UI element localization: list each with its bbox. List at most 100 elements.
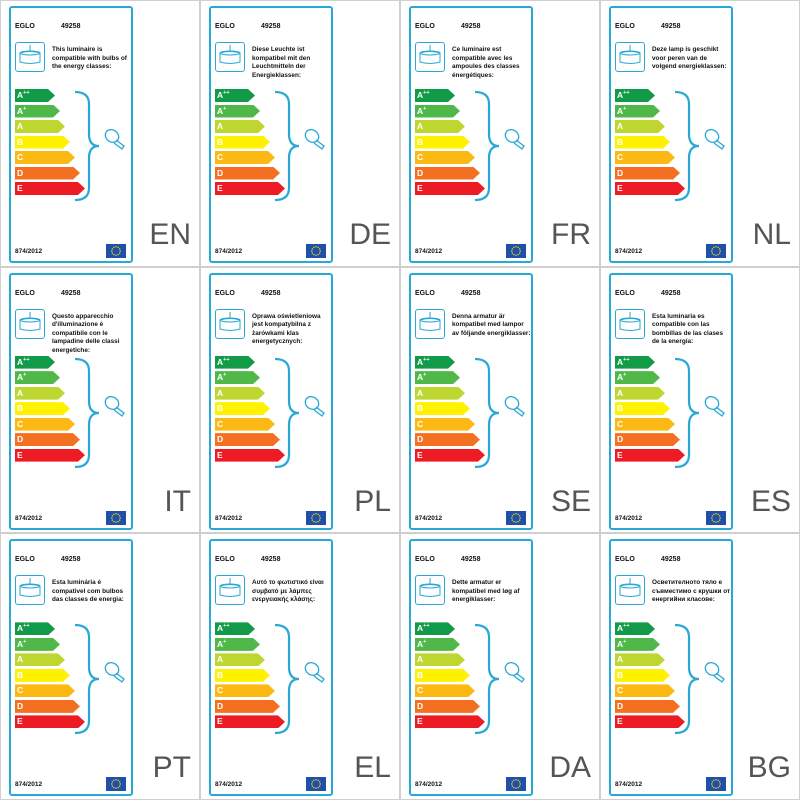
energy-class-bar: B (615, 402, 670, 416)
curly-brace-icon (71, 623, 101, 740)
energy-class-letter: D (417, 167, 424, 178)
language-code: EN (149, 218, 191, 251)
energy-class-bar: A+ (215, 104, 260, 118)
energy-class-bar: C (215, 417, 275, 431)
lamp-icon (215, 308, 245, 339)
energy-class-plus: ++ (223, 90, 230, 96)
energy-class-bar: A++ (15, 89, 55, 102)
curly-brace-icon (671, 90, 701, 207)
energy-class-letter: B (217, 136, 224, 147)
energy-label-card: EGLO 49258 Ce luminaire est compatible ave… (409, 6, 533, 263)
energy-class-scale: A++ A+ A B C D E (415, 355, 485, 465)
label-cell-de: EGLO 49258 Diese Leuchte ist kompatibel mi… (201, 1, 399, 266)
bulb-icon (502, 658, 530, 689)
energy-class-letter: A (217, 623, 224, 634)
brand-name: EGLO (15, 556, 35, 564)
energy-class-plus: ++ (423, 623, 430, 630)
energy-class-bar: C (15, 151, 75, 164)
energy-class-letter: A (417, 638, 424, 649)
energy-class-bar: B (415, 135, 470, 149)
energy-class-letter: A (617, 638, 624, 649)
bulb-icon (102, 125, 130, 156)
energy-class-letter: C (417, 152, 424, 162)
energy-class-bar: C (415, 151, 475, 164)
regulation-number: 874/2012 (615, 248, 643, 255)
energy-class-letter: E (417, 716, 423, 727)
energy-class-letter: D (617, 700, 624, 711)
lamp-icon (15, 575, 45, 606)
energy-class-bar: B (215, 135, 270, 149)
energy-class-letter: A (417, 654, 424, 665)
language-code: DA (549, 751, 591, 785)
language-code: ES (750, 484, 791, 518)
energy-class-letter: E (17, 449, 23, 460)
energy-class-letter: E (17, 716, 23, 727)
curly-brace-icon (71, 357, 101, 474)
energy-label-card: EGLO 49258 Осветителното тяло е съвместимо… (609, 539, 733, 797)
language-code: FR (551, 218, 591, 251)
energy-class-bar: A (415, 386, 465, 400)
energy-class-letter: A (217, 638, 224, 649)
energy-class-bar: A+ (15, 104, 60, 118)
energy-class-plus: + (223, 372, 227, 379)
energy-class-bar: B (15, 135, 70, 149)
energy-class-bar: D (15, 433, 80, 447)
brand-name: EGLO (615, 23, 635, 30)
energy-class-letter: B (417, 403, 424, 414)
energy-class-bar: E (615, 182, 685, 195)
energy-class-bar: B (15, 668, 70, 682)
energy-class-bar: A++ (615, 89, 655, 102)
energy-class-bar: A+ (615, 104, 660, 118)
energy-class-letter: B (417, 136, 424, 147)
bulb-icon (502, 125, 530, 156)
label-cell-fr: EGLO 49258 Ce luminaire est compatible ave… (401, 1, 599, 266)
energy-class-plus: + (23, 105, 27, 112)
compatibility-text: Oprawa oświetleniowa jest kompatybilna z… (252, 312, 321, 346)
energy-label-card: EGLO 49258 Denna armatur är kompatibel med… (409, 272, 533, 530)
energy-class-letter: D (217, 700, 224, 711)
energy-label-card: EGLO 49258 Deze lamp is geschikt voor pere… (609, 6, 733, 263)
energy-class-letter: E (617, 716, 623, 727)
energy-class-letter: B (17, 669, 24, 680)
label-cell-nl: EGLO 49258 Deze lamp is geschikt voor pere… (601, 1, 799, 266)
brand-name: EGLO (215, 556, 235, 564)
curly-brace-icon (671, 357, 701, 474)
energy-class-bar: A++ (215, 355, 255, 369)
energy-class-bar: A++ (415, 89, 455, 102)
bulb-icon (302, 392, 330, 423)
compatibility-text: Denna armatur är kompatibel med lampor a… (452, 312, 531, 337)
energy-class-letter: D (217, 167, 224, 178)
regulation-number: 874/2012 (415, 781, 443, 789)
energy-class-plus: + (423, 372, 427, 379)
model-number: 49258 (61, 556, 81, 564)
energy-class-plus: ++ (623, 623, 630, 630)
language-code: EL (354, 751, 391, 785)
energy-class-letter: A (617, 121, 624, 131)
curly-brace-icon (471, 623, 501, 740)
energy-class-letter: A (617, 387, 624, 398)
energy-class-bar: B (615, 668, 670, 682)
compatibility-text: Esta luminária é compativel com bulbos d… (52, 579, 124, 604)
model-number: 49258 (261, 23, 281, 30)
energy-class-bar: A+ (215, 371, 260, 385)
brand-name: EGLO (15, 289, 35, 297)
lamp-icon (215, 42, 245, 72)
energy-class-letter: A (617, 623, 624, 634)
energy-class-letter: A (417, 121, 424, 131)
energy-class-bar: A+ (15, 637, 60, 651)
energy-class-plus: ++ (423, 90, 430, 96)
eu-flag-icon (306, 244, 326, 258)
energy-class-bar: B (415, 402, 470, 416)
brand-name: EGLO (415, 23, 435, 30)
energy-class-bar: A++ (415, 622, 455, 636)
energy-class-plus: ++ (23, 356, 30, 363)
energy-class-plus: + (223, 105, 227, 112)
model-number: 49258 (61, 23, 81, 30)
energy-class-letter: A (217, 372, 224, 383)
label-cell-se: EGLO 49258 Denna armatur är kompatibel med… (401, 267, 599, 533)
energy-class-bar: C (615, 684, 675, 698)
regulation-number: 874/2012 (615, 514, 643, 522)
energy-class-bar: D (415, 166, 480, 180)
energy-class-letter: D (217, 434, 224, 445)
energy-class-letter: A (617, 90, 624, 100)
